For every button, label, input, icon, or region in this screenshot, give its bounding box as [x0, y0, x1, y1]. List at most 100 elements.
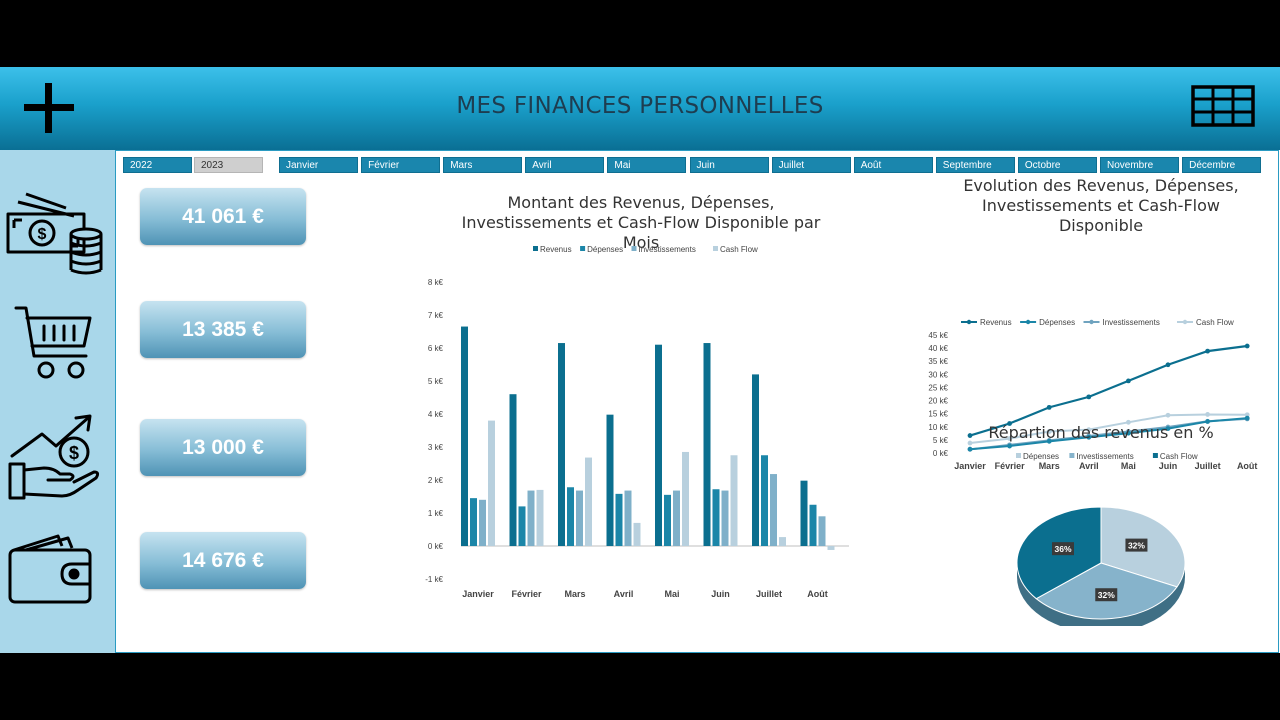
line-point [1244, 412, 1250, 418]
bar-chart: Revenus Dépenses Investissements Cash Flow -… [425, 245, 849, 599]
slicer-month-4[interactable]: Mai [607, 157, 687, 173]
y-tick-label: 0 k€ [428, 542, 444, 551]
bar-cash-flow [585, 457, 592, 546]
line-point [1165, 362, 1171, 368]
y-tick-label: 1 k€ [428, 509, 444, 518]
bar-investissements [770, 474, 777, 546]
x-tick-label: Février [995, 461, 1026, 471]
pie-chart: Dépenses Investissements Cash Flow 32% 32% 36… [1016, 452, 1198, 626]
kpi-revenus: 41 061 € [140, 188, 306, 245]
legend-swatch [631, 246, 637, 251]
slicer-month-1[interactable]: Février [361, 157, 441, 173]
y-tick-label: 15 k€ [928, 410, 948, 419]
bar-investissements [479, 499, 486, 546]
money-icon[interactable]: $ [4, 186, 104, 278]
bar-dépenses [761, 455, 768, 546]
table-icon[interactable] [1191, 85, 1255, 127]
y-tick-label: 45 k€ [928, 331, 948, 340]
line-point [1007, 421, 1012, 426]
line-point [1205, 412, 1210, 417]
bar-dépenses [809, 504, 817, 546]
bar-dépenses [518, 506, 526, 546]
y-tick-label: 25 k€ [928, 383, 948, 392]
slicer-month-3[interactable]: Avril [525, 157, 605, 173]
line-point [1244, 343, 1250, 349]
bar-investissements [576, 490, 583, 546]
slicer-month-5[interactable]: Juin [689, 157, 769, 173]
slicer-month-11[interactable]: Décembre [1182, 157, 1262, 173]
bar-investissements [624, 490, 632, 546]
line-revenus [969, 344, 1248, 437]
line-point [967, 440, 973, 446]
bar-cash-flow [730, 455, 738, 546]
x-tick-label: Juillet [756, 589, 782, 599]
svg-text:$: $ [69, 443, 79, 463]
slicer-year-0[interactable]: 2022 [123, 157, 192, 173]
cart-icon[interactable] [4, 304, 104, 384]
pie-label-box [1095, 588, 1118, 602]
legend-swatch [580, 246, 586, 251]
slicer-month-0[interactable]: Janvier [279, 157, 358, 173]
pie-label-box [1051, 542, 1074, 556]
x-tick-label: Août [1237, 461, 1258, 471]
line-point [1126, 378, 1131, 384]
bar-revenus [655, 344, 662, 546]
slicer-month-9[interactable]: Octobre [1017, 157, 1097, 173]
pie-chart-title: Répartion des revenus en % [988, 423, 1214, 442]
bar-cash-flow [633, 522, 641, 546]
legend-label: Dépenses [1039, 318, 1075, 327]
wallet-icon[interactable] [4, 532, 104, 612]
legend-label: Revenus [980, 318, 1012, 327]
bar-investissements [818, 516, 826, 546]
pie-data-label: 36% [1054, 544, 1071, 554]
legend-swatch [1016, 453, 1021, 458]
line-chart-title: Evolution des Revenus, Dépenses, Investi… [963, 176, 1239, 235]
line-point [1205, 348, 1210, 354]
slicer-year-1[interactable]: 2023 [194, 157, 263, 173]
legend-swatch [1152, 453, 1158, 458]
y-tick-label: 7 k€ [428, 311, 444, 320]
app-window: MES FINANCES PERSONNELLES $ [0, 67, 1280, 653]
bar-revenus [703, 343, 711, 546]
bar-revenus [461, 326, 468, 546]
kpi-investissements: 13 000 € [140, 419, 306, 476]
legend-label: Dépenses [1023, 452, 1059, 461]
bar-dépenses [664, 494, 671, 546]
slicer-month-7[interactable]: Août [853, 157, 933, 173]
slicer-month-8[interactable]: Septembre [935, 157, 1015, 173]
investment-icon[interactable]: $ [4, 412, 104, 504]
bar-revenus [606, 414, 614, 546]
svg-text:$: $ [38, 226, 47, 243]
line-point [1086, 394, 1092, 400]
x-tick-label: Avril [614, 589, 634, 599]
y-tick-label: 4 k€ [428, 410, 444, 419]
pie-data-label: 32% [1128, 541, 1145, 551]
y-tick-label: 5 k€ [428, 377, 444, 386]
legend-swatch [1069, 453, 1075, 458]
y-tick-label: 0 k€ [933, 449, 949, 458]
add-entry-button[interactable] [24, 83, 74, 133]
bar-revenus [558, 343, 565, 546]
line-point [1007, 443, 1012, 449]
slicer-month-6[interactable]: Juillet [771, 157, 851, 173]
x-tick-label: Mai [664, 589, 679, 599]
line-point [967, 433, 973, 438]
y-tick-label: 5 k€ [933, 436, 949, 445]
legend-swatch [713, 246, 718, 251]
x-tick-label: Février [511, 589, 542, 599]
slicer-month-2[interactable]: Mars [443, 157, 523, 173]
bar-cash-flow [682, 451, 689, 546]
bar-dépenses [712, 489, 720, 546]
slicer-month-10[interactable]: Novembre [1100, 157, 1179, 173]
bar-revenus [509, 394, 517, 546]
legend-label: Cash Flow [720, 245, 758, 254]
header-bar: MES FINANCES PERSONNELLES [0, 67, 1280, 150]
legend-label: Cash Flow [1160, 452, 1198, 461]
pie-label-box [1125, 538, 1148, 552]
x-tick-label: Avril [1079, 461, 1099, 471]
legend-marker [966, 319, 972, 325]
pie-data-label: 32% [1098, 590, 1115, 600]
x-tick-label: Juin [711, 589, 730, 599]
dashboard-content: 2022 2023 Janvier Février Mars Avril Mai Juin Ju… [115, 150, 1279, 653]
x-tick-label: Juin [1159, 461, 1178, 471]
